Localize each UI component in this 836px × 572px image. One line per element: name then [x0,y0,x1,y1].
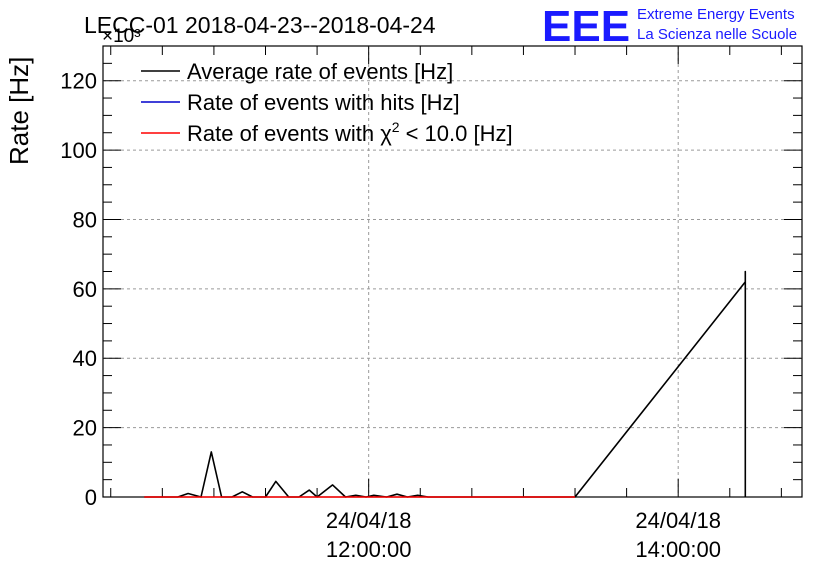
y-axis-label: Rate [Hz] [4,57,34,165]
x-tick-labels: 24/04/18 12:00:00 24/04/18 14:00:00 [326,508,721,562]
legend-label-average: Average rate of events [Hz] [187,59,453,84]
legend-label-hits: Rate of events with hits [Hz] [187,90,460,115]
eee-logo: EEE Extreme Energy Events La Scienza nel… [542,2,797,51]
x-tick-date-label: 24/04/18 [635,508,721,533]
y-tick-label: 0 [85,485,97,510]
logo-line-2: La Scienza nelle Scuole [637,26,797,43]
axis-ticks [103,45,802,498]
legend-label-chi2-main: Rate of events with χ [187,121,392,146]
series-lines [144,270,747,498]
y-tick-label: 80 [73,207,97,232]
legend-label-chi2-sup: 2 [392,119,400,135]
y-tick-label: 60 [73,277,97,302]
chart-title: LECC-01 2018-04-23--2018-04-24 [84,12,436,38]
y-tick-labels: 0 20 40 60 80 100 120 [60,69,97,510]
series-line-0 [144,270,747,498]
legend: Average rate of events [Hz] Rate of even… [141,59,513,146]
y-tick-label: 40 [73,346,97,371]
logo-mark: EEE [542,2,630,51]
logo-line-1: Extreme Energy Events [637,6,795,23]
x-tick-time-label: 14:00:00 [635,537,721,562]
y-tick-label: 100 [60,138,97,163]
y-tick-label: 120 [60,69,97,94]
legend-label-chi2: Rate of events with χ2 < 10.0 [Hz] [187,119,513,146]
y-exponent-label: ×10³ [102,26,141,47]
x-tick-date-label: 24/04/18 [326,508,412,533]
legend-label-chi2-suffix: < 10.0 [Hz] [406,121,513,146]
y-tick-label: 20 [73,416,97,441]
x-tick-time-label: 12:00:00 [326,537,412,562]
